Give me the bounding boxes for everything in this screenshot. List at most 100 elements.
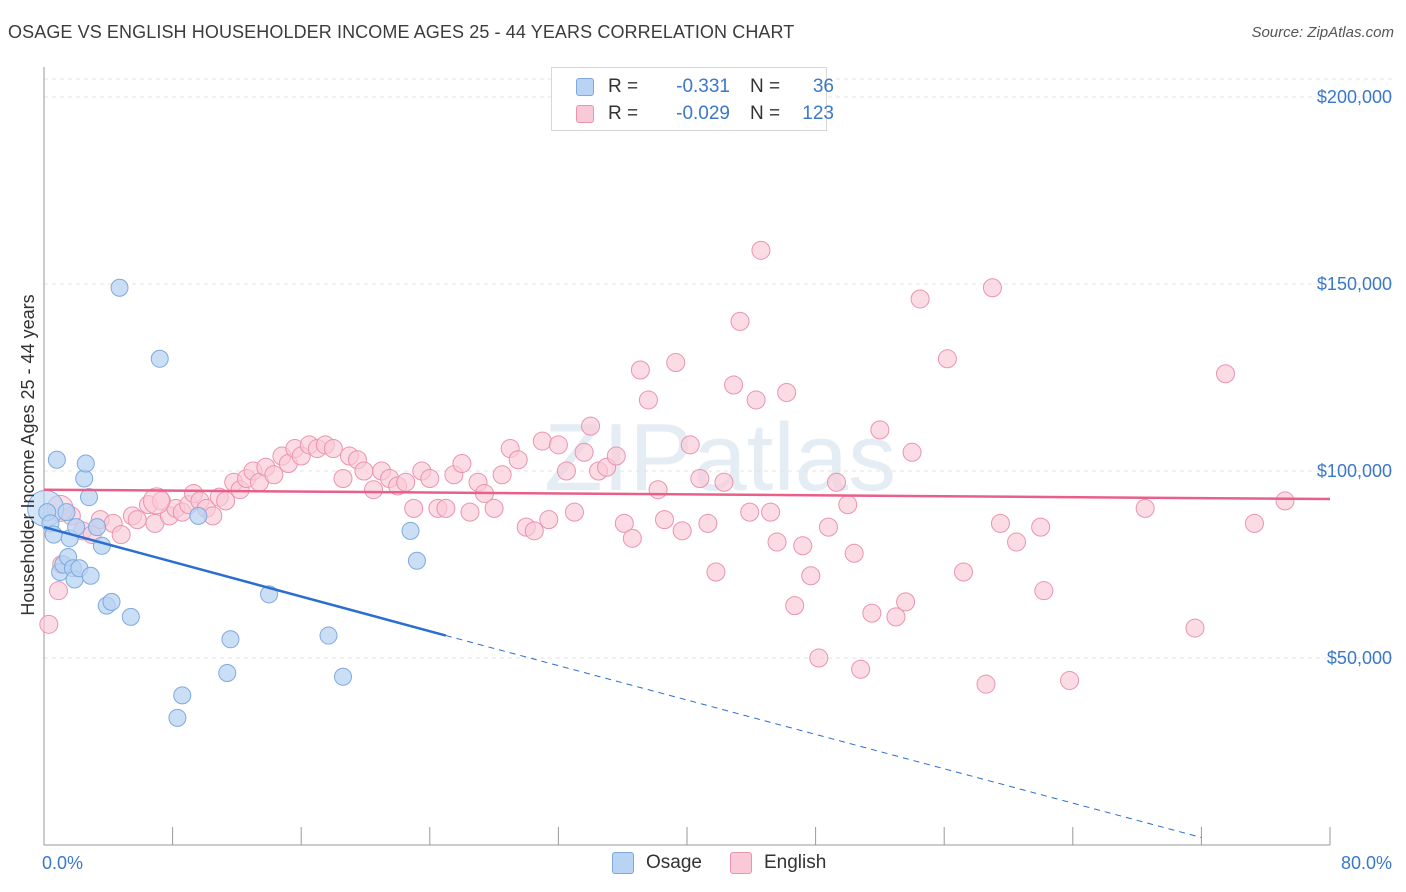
english-point bbox=[354, 461, 374, 481]
english-point bbox=[976, 674, 996, 694]
osage-point bbox=[102, 592, 121, 611]
osage-point bbox=[75, 469, 94, 488]
osage-swatch bbox=[576, 78, 594, 96]
osage-point bbox=[333, 667, 352, 686]
chart-title: OSAGE VS ENGLISH HOUSEHOLDER INCOME AGES… bbox=[8, 22, 795, 42]
english-point bbox=[548, 435, 568, 455]
r-label: R = bbox=[608, 103, 639, 124]
english-point bbox=[746, 390, 766, 410]
english-point bbox=[844, 543, 864, 563]
x-tick-label-max: 80.0% bbox=[1341, 853, 1392, 873]
english-point bbox=[333, 468, 353, 488]
osage-point bbox=[80, 488, 99, 507]
english-point bbox=[1060, 670, 1080, 690]
english-point bbox=[420, 468, 440, 488]
english-legend-label: English bbox=[764, 852, 827, 873]
osage-trend-line bbox=[43, 525, 447, 637]
english-point bbox=[666, 353, 686, 373]
english-point bbox=[990, 513, 1010, 533]
osage-point bbox=[150, 349, 169, 368]
english-point bbox=[672, 521, 692, 541]
y-tick-label: $150,000 bbox=[1317, 274, 1392, 294]
legend-row-osage: R = -0.331 N = 36 bbox=[576, 75, 834, 99]
english-point bbox=[460, 502, 480, 522]
english-trend-line bbox=[43, 488, 1331, 501]
english-point bbox=[910, 289, 930, 309]
english-point bbox=[801, 566, 821, 586]
english-point bbox=[761, 502, 781, 522]
english-point bbox=[524, 521, 544, 541]
english-point bbox=[648, 480, 668, 500]
english-point bbox=[1007, 532, 1027, 552]
english-point bbox=[690, 468, 710, 488]
osage-trend-extension bbox=[445, 635, 1202, 839]
english-point bbox=[143, 487, 171, 515]
legend-osage[interactable]: Osage bbox=[612, 852, 702, 874]
english-series bbox=[39, 240, 1295, 694]
english-point bbox=[809, 648, 829, 668]
english-point bbox=[630, 360, 650, 380]
english-point bbox=[654, 510, 674, 530]
english-point bbox=[740, 502, 760, 522]
r-value: -0.331 bbox=[676, 76, 730, 97]
osage-point bbox=[407, 551, 426, 570]
osage-point bbox=[173, 686, 192, 705]
osage-legend-label: Osage bbox=[646, 852, 702, 873]
english-point bbox=[1031, 517, 1051, 537]
english-point bbox=[896, 592, 916, 612]
english-point bbox=[1034, 581, 1054, 601]
n-value: 36 bbox=[812, 76, 834, 97]
english-point bbox=[638, 390, 658, 410]
osage-point bbox=[221, 630, 240, 649]
english-point bbox=[614, 513, 634, 533]
osage-point bbox=[121, 607, 140, 626]
english-point bbox=[793, 536, 813, 556]
osage-point bbox=[168, 708, 187, 727]
english-point bbox=[714, 472, 734, 492]
y-tick-label: $100,000 bbox=[1317, 461, 1392, 481]
n-label: N = bbox=[750, 76, 781, 97]
english-point bbox=[323, 439, 343, 459]
axes bbox=[43, 67, 1331, 846]
english-point bbox=[436, 498, 456, 518]
english-point bbox=[508, 450, 528, 470]
y-tick-label: $50,000 bbox=[1327, 648, 1392, 668]
english-point bbox=[751, 240, 771, 260]
english-point bbox=[556, 461, 576, 481]
english-point bbox=[680, 435, 700, 455]
english-point bbox=[818, 517, 838, 537]
english-point bbox=[581, 416, 601, 436]
english-point bbox=[826, 472, 846, 492]
english-legend-swatch bbox=[730, 852, 752, 874]
english-point bbox=[396, 472, 416, 492]
english-point bbox=[730, 311, 750, 331]
r-value: -0.029 bbox=[676, 103, 730, 124]
english-point bbox=[838, 495, 858, 515]
english-point bbox=[1244, 513, 1264, 533]
english-point bbox=[574, 442, 594, 462]
english-point bbox=[953, 562, 973, 582]
legend-english[interactable]: English bbox=[730, 852, 826, 874]
english-point bbox=[606, 446, 626, 466]
trend-lines bbox=[43, 488, 1331, 839]
osage-point bbox=[110, 278, 129, 297]
english-point bbox=[111, 525, 131, 545]
english-point bbox=[622, 528, 642, 548]
english-point bbox=[1216, 364, 1236, 384]
stats-legend: R = -0.331 N = 36 R = -0.029 N = 123 bbox=[551, 67, 834, 131]
english-point bbox=[564, 502, 584, 522]
english-point bbox=[724, 375, 744, 395]
n-label: N = bbox=[750, 103, 781, 124]
english-point bbox=[484, 498, 504, 518]
english-point bbox=[785, 596, 805, 616]
english-point bbox=[364, 480, 384, 500]
english-point bbox=[698, 513, 718, 533]
english-point bbox=[767, 532, 787, 552]
osage-point bbox=[47, 450, 66, 469]
osage-point bbox=[189, 506, 208, 525]
osage-point bbox=[401, 521, 420, 540]
english-point bbox=[1275, 491, 1295, 511]
english-point bbox=[264, 465, 284, 485]
x-tick-label-min: 0.0% bbox=[42, 853, 83, 873]
english-point bbox=[982, 278, 1002, 298]
